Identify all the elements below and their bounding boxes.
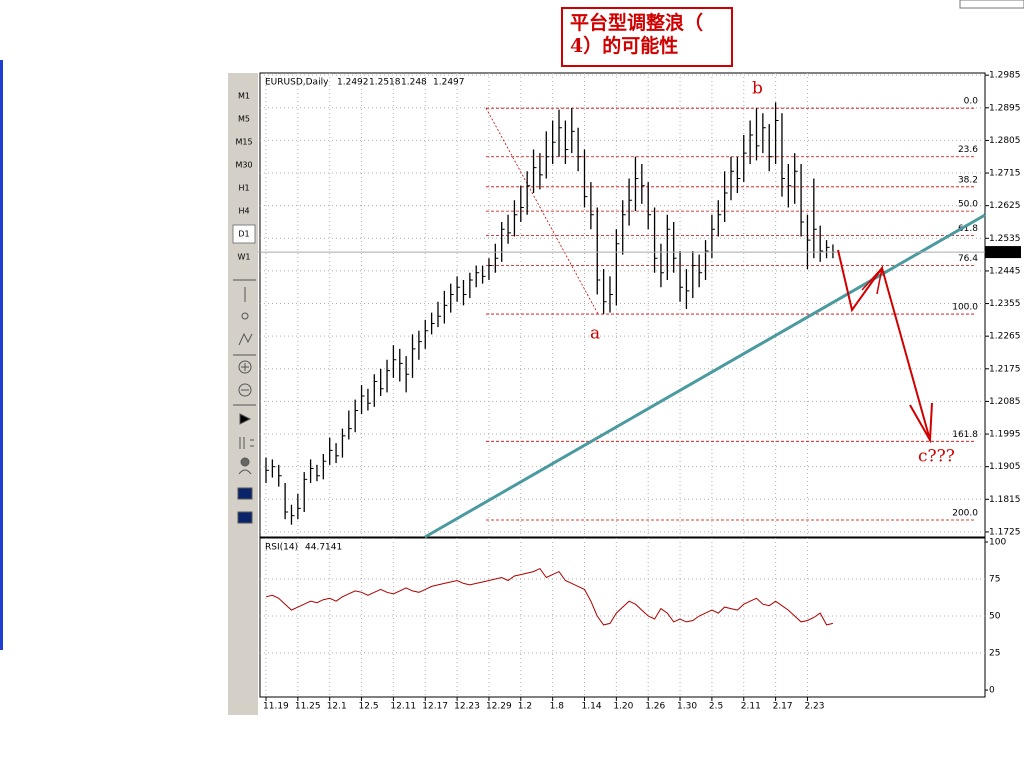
projection-arrow [837, 249, 931, 441]
header-value: 1.248 [401, 78, 427, 88]
timeframe-label[interactable]: H4 [238, 207, 249, 216]
y-tick-label: 1.2715 [989, 169, 1021, 179]
timeframe-label[interactable]: M15 [235, 138, 252, 147]
timeframe-button[interactable] [233, 179, 255, 197]
window-edge [0, 60, 3, 650]
fib-label: 23.6 [958, 145, 978, 155]
fib-label: 76.4 [958, 254, 978, 264]
fib-label: 50.0 [958, 200, 978, 210]
y-tick-label: 1.1725 [989, 527, 1021, 537]
y-tick-label: 50 [989, 612, 1001, 622]
y-tick-label: 1.2175 [989, 364, 1021, 374]
y-tick-label: 1.1815 [989, 495, 1021, 505]
x-tick-label: 2.23 [804, 702, 824, 712]
fib-label: 38.2 [958, 175, 978, 185]
x-tick-label: 1.2 [518, 702, 532, 712]
current-price-label: 1.2497 [988, 248, 1020, 258]
y-tick-label: 75 [989, 575, 1000, 585]
y-tick-label: 1.2265 [989, 332, 1021, 342]
timeframe-button[interactable] [233, 202, 255, 220]
x-tick-label: 12.5 [359, 702, 379, 712]
x-tick-label: 12.11 [390, 702, 416, 712]
timeframe-button[interactable] [233, 110, 255, 128]
current-price-box [985, 246, 1021, 259]
rsi-line [265, 567, 834, 626]
timeframe-button[interactable] [233, 133, 255, 151]
trend-line [424, 213, 986, 539]
x-tick-label: 1.14 [582, 702, 602, 712]
y-tick-label: 1.2085 [989, 397, 1021, 407]
y-tick-label: 1.2445 [989, 266, 1021, 276]
fib-label: 100.0 [952, 303, 978, 313]
grid [260, 73, 985, 697]
fib-label: 0.0 [964, 97, 979, 107]
x-tick-label: 12.17 [422, 702, 448, 712]
header-value: 1.2492 [337, 78, 369, 88]
rsi-value: 44.7141 [305, 543, 342, 553]
timeframe-label[interactable]: D1 [238, 230, 249, 239]
y-tick-label: 1.2625 [989, 201, 1021, 211]
timeframe-bar: M1 M5 M15 M30 H1 H4 D1 W1 [232, 87, 256, 266]
timeframe-button[interactable] [233, 156, 255, 174]
y-tick-label: 1.2535 [989, 234, 1021, 244]
x-tick-label: 11.25 [295, 702, 321, 712]
x-tick-label: 12.1 [327, 702, 347, 712]
title-frame [561, 7, 733, 67]
fib-label: 161.8 [952, 430, 978, 440]
wave-label: b [752, 79, 763, 99]
timeframe-label[interactable]: M5 [238, 115, 250, 124]
fib-label: 200.0 [952, 508, 978, 518]
projection-arrowhead [909, 402, 933, 444]
x-tick-label: 12.23 [454, 702, 480, 712]
y-tick-label: 100 [989, 537, 1006, 547]
timeframe-button[interactable] [233, 248, 255, 266]
x-tick-label: 2.17 [773, 702, 793, 712]
title-line: 4）的可能性 [570, 34, 678, 57]
x-tick-label: 1.8 [550, 702, 565, 712]
timeframe-button[interactable] [232, 224, 256, 244]
symbol: EURUSD,Daily [265, 78, 329, 88]
y-tick-label: 25 [989, 649, 1000, 659]
y-tick-label: 1.2355 [989, 299, 1021, 309]
header-value: 1.2518 [369, 78, 401, 88]
timeframe-button[interactable] [233, 87, 255, 105]
timeframe-label[interactable]: H1 [238, 184, 249, 193]
timeframe-label[interactable]: M30 [235, 161, 252, 170]
corner-box [959, 0, 1024, 9]
x-tick-label: 1.20 [613, 702, 633, 712]
x-tick-label: 1.26 [645, 702, 665, 712]
title-box: 平台型调整浪（ 4）的可能性 [561, 7, 733, 67]
rsi-name: RSI(14) [265, 543, 298, 553]
x-tick-label: 12.29 [486, 702, 512, 712]
wave-label: a [590, 324, 600, 344]
tool-icons [233, 279, 256, 524]
y-tick-label: 1.1995 [989, 430, 1021, 440]
x-tick-label: 2.5 [709, 702, 723, 712]
header-value: 1.2497 [433, 78, 465, 88]
main-panel [259, 72, 986, 538]
title-line: 平台型调整浪（ [570, 11, 703, 34]
fib-label: 61.8 [958, 224, 978, 234]
x-tick-label: 11.19 [263, 702, 289, 712]
projection-arrowhead [861, 265, 884, 295]
y-tick-label: 1.2985 [989, 71, 1021, 81]
rsi-panel [259, 537, 986, 698]
y-tick-label: 1.2895 [989, 103, 1021, 113]
x-tick-label: 2.11 [741, 702, 761, 712]
wave-label: c??? [918, 447, 955, 467]
x-tick-label: 1.30 [677, 702, 697, 712]
y-tick-label: 1.1905 [989, 462, 1021, 472]
timeframe-label[interactable]: W1 [238, 253, 251, 262]
fib-connector [485, 107, 599, 315]
timeframe-label[interactable]: M1 [238, 92, 250, 101]
y-tick-label: 1.2805 [989, 136, 1021, 146]
y-tick-label: 0 [989, 686, 995, 696]
